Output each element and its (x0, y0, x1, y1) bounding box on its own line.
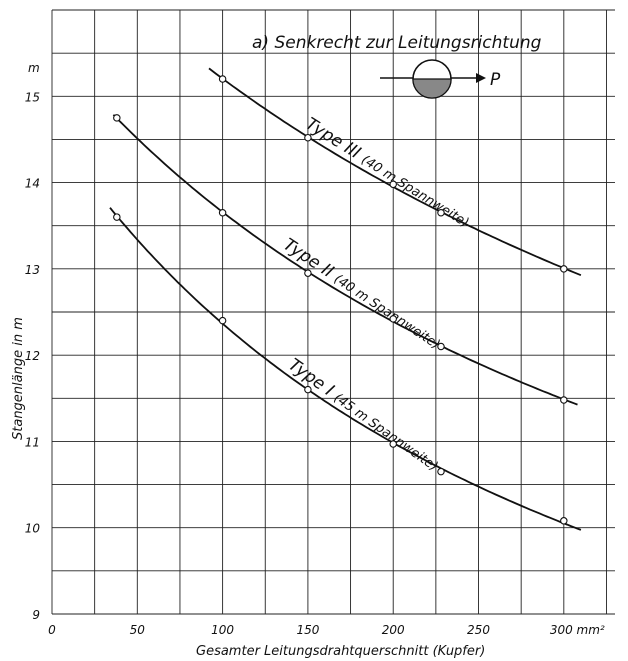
y-tick-label: 14 (25, 177, 40, 191)
data-point (437, 209, 445, 217)
series-line (109, 207, 582, 531)
data-point (218, 75, 227, 83)
x-tick-label: 250 (467, 623, 490, 637)
x-tick-label: 200 (382, 623, 405, 637)
data-point (389, 180, 397, 189)
data-point (218, 316, 227, 325)
data-point (113, 213, 121, 221)
y-tick-label: 10 (25, 522, 41, 536)
data-point (389, 315, 397, 323)
data-point (437, 467, 445, 476)
x-tick-label: 0 (48, 623, 56, 637)
data-point (218, 209, 227, 217)
series-line (112, 114, 578, 406)
y-tick-label: 11 (25, 435, 40, 449)
y-tick-label: 15 (25, 90, 40, 104)
data-point (304, 269, 312, 277)
data-point (560, 396, 568, 404)
data-point (304, 385, 312, 394)
data-point (389, 440, 397, 448)
series-line (208, 67, 582, 277)
y-axis-label: Stangenlänge in m (11, 317, 26, 440)
data-point (560, 517, 568, 525)
data-points (113, 75, 568, 525)
force-direction-icon (380, 59, 486, 99)
data-point (560, 265, 568, 273)
curves: Type III (40 m Spannweite)Type II (40 m … (109, 67, 582, 531)
x-axis-label: Gesamter Leitungsdrahtquerschnitt (Kupfe… (196, 644, 485, 659)
y-tick-label: 12 (25, 349, 40, 363)
data-point (304, 133, 312, 142)
series-label: Type III (40 m Spannweite) (302, 114, 474, 232)
x-tick-label: 50 (130, 623, 146, 637)
x-tick-label: 150 (296, 623, 319, 637)
y-unit-label: m (28, 61, 40, 75)
force-label: P (490, 70, 501, 90)
tick-labels: 0 50 100 150 200 250 300 mm² 9 10 11 12 13 14 15 (25, 90, 605, 637)
x-tick-label: 300 mm² (550, 623, 605, 637)
data-point (437, 342, 445, 351)
grid (51, 9, 615, 615)
x-tick-label: 100 (211, 623, 234, 637)
y-tick-label: 13 (25, 263, 40, 277)
y-tick-label: 9 (32, 608, 40, 622)
chart-title: a) Senkrecht zur Leitungsrichtung (252, 33, 542, 53)
series-label: Type II (40 m Spannweite) (280, 235, 445, 354)
data-point (113, 114, 121, 122)
